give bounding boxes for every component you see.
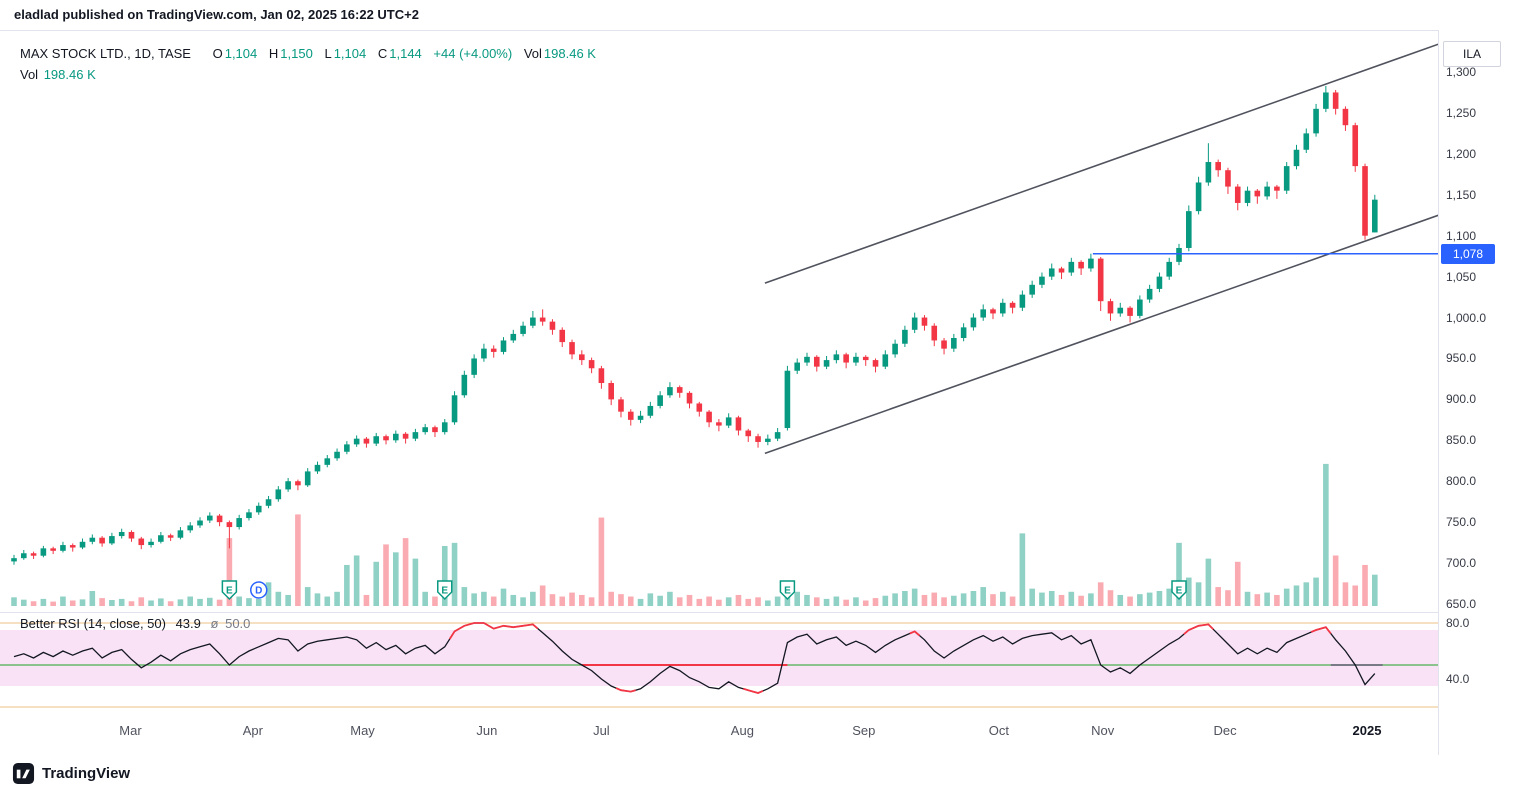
time-axis-label: Jun <box>476 723 498 738</box>
trendline[interactable] <box>764 43 1438 284</box>
volume-series <box>11 463 1378 606</box>
time-axis-label: Nov <box>1091 723 1115 738</box>
svg-text:E: E <box>1176 586 1183 597</box>
rsi-extreme-segment <box>1310 626 1332 635</box>
rsi-extreme-segment <box>615 687 636 693</box>
price-axis-label: 950.0 <box>1446 351 1477 366</box>
earnings-badge[interactable]: E <box>779 580 796 601</box>
price-axis-label: 850.0 <box>1446 433 1477 448</box>
rsi-axis-label: 40.0 <box>1446 672 1470 686</box>
svg-text:E: E <box>226 586 233 597</box>
price-axis-label: 700.0 <box>1446 556 1477 571</box>
dividend-badge[interactable]: D <box>250 581 268 599</box>
time-axis-label: Jul <box>593 723 610 738</box>
earnings-badge[interactable]: E <box>221 580 238 601</box>
time-axis-label: Mar <box>119 723 142 738</box>
time-axis-label: Aug <box>730 723 754 738</box>
separator <box>0 612 1521 613</box>
price-axis-label: 1,150 <box>1446 187 1477 202</box>
time-axis-label: 2025 <box>1352 723 1382 738</box>
price-axis-label: 1,100 <box>1446 228 1477 243</box>
tradingview-logo-icon[interactable] <box>12 762 35 785</box>
rsi-extreme-segment <box>909 630 921 637</box>
rsi-extreme-segment <box>743 687 764 694</box>
rsi-line <box>13 622 1376 694</box>
price-axis-label: 1,200 <box>1446 146 1477 161</box>
price-axis-label: 750.0 <box>1446 515 1477 530</box>
rsi-extreme-segment <box>1183 623 1214 635</box>
price-axis-label: 1,050 <box>1446 269 1477 284</box>
svg-text:D: D <box>255 586 262 597</box>
attribution-text: eladlad published on TradingView.com, Ja… <box>14 7 419 22</box>
svg-text:E: E <box>441 586 448 597</box>
price-line-badge: 1,078 <box>1441 243 1495 264</box>
time-axis-label: Oct <box>988 723 1009 738</box>
time-axis-label: Sep <box>852 723 876 738</box>
tradingview-brand-text[interactable]: TradingView <box>42 765 131 782</box>
currency-label: ILA <box>1443 41 1501 67</box>
rsi-axis-label: 80.0 <box>1446 616 1470 630</box>
earnings-badge[interactable]: E <box>1171 580 1187 601</box>
time-axis-label: Apr <box>242 723 263 738</box>
candlestick-series <box>11 85 1378 565</box>
price-axis[interactable]: ILA 1,300 1,250 1,200 1,150 1,100 1,050 1,000.… <box>1438 30 1521 755</box>
trendline[interactable] <box>764 214 1438 455</box>
time-axis-label: Dec <box>1213 723 1237 738</box>
time-axis[interactable]: Mar Apr May Jun Jul Aug Sep Oct Nov Dec 2025 <box>0 712 1438 755</box>
price-axis-label: 1,250 <box>1446 105 1477 120</box>
price-axis-label: 800.0 <box>1446 474 1477 489</box>
attribution-bar: eladlad published on TradingView.com, Ja… <box>0 0 1521 30</box>
rsi-extreme-segment <box>448 622 539 640</box>
price-axis-label: 1,300 <box>1446 65 1477 79</box>
bottom-toolbar: TradingView <box>0 755 1521 792</box>
time-axis-label: May <box>350 723 375 738</box>
separator <box>0 30 1521 31</box>
price-axis-label: 650.0 <box>1446 597 1477 611</box>
rsi-pane[interactable] <box>0 612 1438 712</box>
price-axis-label: 1,000.0 <box>1446 310 1487 325</box>
svg-text:E: E <box>784 586 791 597</box>
price-axis-label: 900.0 <box>1446 392 1477 407</box>
rsi-band <box>0 630 1438 686</box>
earnings-badge[interactable]: E <box>437 580 453 601</box>
